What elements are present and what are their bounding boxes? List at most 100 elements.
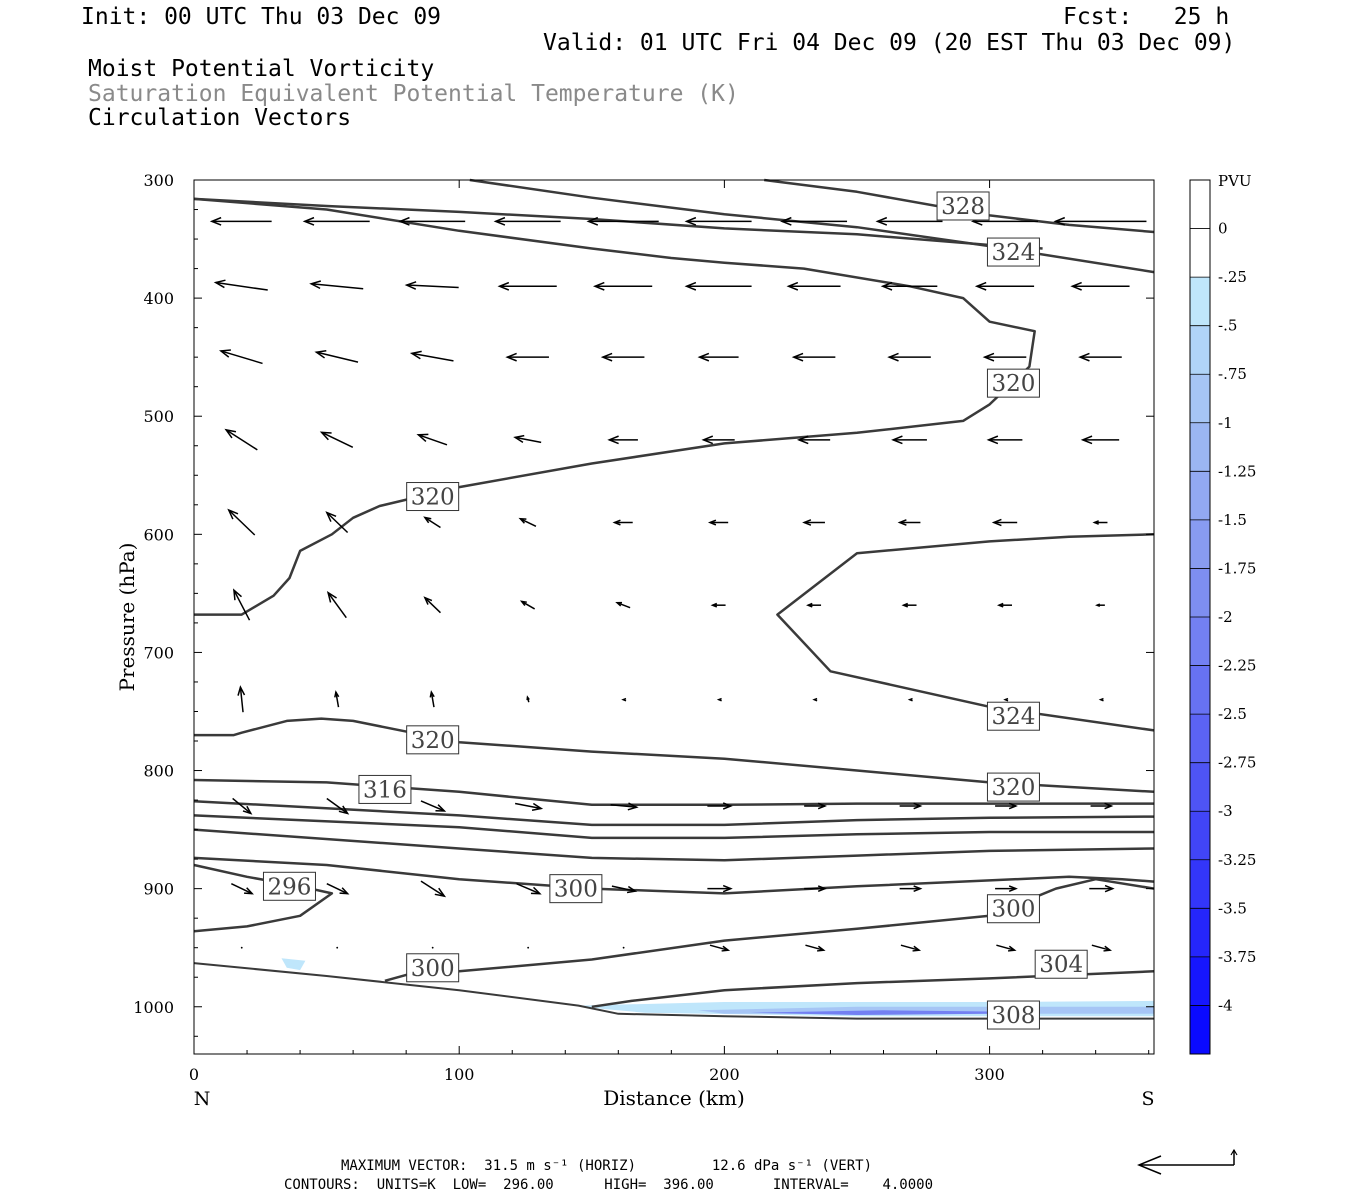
vector-0-4: [586, 216, 659, 226]
vector-1-1: [309, 280, 364, 290]
colorbar-segment-6: [1190, 471, 1210, 521]
colorbar-segment-9: [1190, 617, 1210, 667]
vector-9-7: [900, 944, 922, 952]
vector-5-9-head: [1095, 603, 1101, 607]
vector-2-2-shaft: [411, 352, 454, 362]
colorbar-segment-13: [1190, 811, 1210, 861]
vector-9-8-shaft: [996, 944, 1015, 951]
colorbar-tick-3: -.75: [1218, 365, 1247, 383]
vector-1-3: [497, 281, 557, 291]
vector-7-8-head: [1008, 802, 1018, 810]
vector-2-7: [887, 352, 931, 362]
vector-9-6-head: [817, 945, 826, 952]
vector-8-9: [1089, 884, 1115, 893]
vector-5-5-head: [710, 602, 718, 608]
vector-2-0-head: [218, 349, 231, 358]
reference-vector-head: [1137, 1155, 1162, 1175]
vector-2-6-head: [791, 352, 804, 362]
contour-label-box-0: [936, 191, 990, 221]
vector-8-7-head: [913, 885, 923, 893]
contour-line-2: [764, 178, 1155, 234]
vector-9-1-dot: [336, 946, 339, 949]
vector-7-2-shaft: [420, 800, 445, 812]
vector-1-0-head: [213, 279, 226, 289]
vector-9-6: [805, 944, 826, 952]
vector-1-8: [974, 281, 1035, 291]
colorbar-tick-11: -2.75: [1218, 754, 1256, 772]
vector-5-6-head: [806, 602, 813, 608]
y-tick-label-0: 300: [143, 171, 174, 190]
vector-3-1-shaft: [321, 431, 354, 449]
vector-2-2: [409, 350, 454, 362]
vector-4-6: [802, 519, 825, 526]
vector-5-3-shaft: [521, 600, 536, 610]
vector-7-6: [804, 802, 827, 810]
vector-6-2-shaft: [430, 692, 435, 708]
vector-9-5-shaft: [709, 944, 729, 951]
vector-3-8: [986, 435, 1023, 445]
vector-5-6: [806, 602, 822, 608]
vector-1-4-head: [592, 281, 605, 291]
colorbar-tick-16: -4: [1218, 996, 1233, 1014]
vector-7-4-head: [627, 802, 639, 811]
vector-3-9-head: [1080, 435, 1093, 445]
contour-label-13: 308: [991, 1003, 1035, 1029]
contour-line-13: [591, 970, 1155, 1009]
vector-0-2: [398, 216, 466, 226]
vector-0-9-head: [1053, 216, 1066, 226]
vector-0-2-head: [398, 216, 410, 226]
contour-label-12: 304: [1039, 952, 1083, 978]
colorbar-segment-2: [1190, 277, 1210, 327]
vector-7-2: [420, 800, 447, 812]
vector-0-0-head: [209, 216, 222, 226]
x-end-label-left: N: [194, 1088, 211, 1110]
contour-label-2: 320: [991, 371, 1035, 397]
vector-7-1-shaft: [326, 797, 349, 815]
vector-6-5: [716, 697, 722, 702]
vector-1-4: [592, 281, 653, 291]
vector-2-1-shaft: [316, 351, 359, 363]
axes: 0 100 200 300 300 400 500 600 700 800 900 1000: [133, 171, 1154, 1084]
vector-5-0: [233, 588, 251, 621]
vector-8-0-head: [244, 887, 254, 895]
x-tick-label-0: 0: [189, 1065, 199, 1084]
colorbar-segment-11: [1190, 714, 1210, 764]
contour-line-8: [193, 814, 1154, 840]
vector-0-3-head: [493, 216, 506, 226]
init-time: Init: 00 UTC Thu 03 Dec 09: [81, 4, 442, 30]
vector-0-1-head: [302, 216, 315, 226]
vector-7-6-head: [817, 802, 827, 810]
vector-3-8-head: [986, 435, 999, 445]
vector-9-3: [527, 946, 530, 949]
vector-8-5-head: [722, 884, 733, 893]
x-tick-label-2: 200: [709, 1065, 740, 1084]
vector-7-1: [326, 797, 350, 815]
field-title-pv: Moist Potential Vorticity: [88, 56, 435, 82]
vector-5-4-head: [615, 601, 622, 607]
contour-label-3: 320: [411, 485, 455, 511]
vector-1-0-shaft: [215, 281, 268, 291]
vector-8-2-head: [434, 887, 447, 898]
vector-8-9-head: [1104, 884, 1115, 893]
plot-frame: [193, 179, 1155, 1055]
contour-label-box-13: [986, 1000, 1040, 1030]
x-axis-label: Distance (km): [603, 1086, 745, 1110]
vector-7-0-head: [242, 805, 253, 815]
vector-9-9-shaft: [1091, 944, 1111, 951]
vector-1-5-head: [684, 281, 697, 291]
pvu-region-3: [281, 958, 306, 971]
vector-7-4: [610, 802, 639, 811]
vector-4-5: [707, 519, 729, 526]
vector-1-9-head: [1070, 281, 1082, 291]
x-tick-label-3: 300: [974, 1065, 1005, 1084]
colorbar-segment-4: [1190, 374, 1210, 424]
vector-2-9-head: [1078, 352, 1090, 362]
contour-label-box-3: [406, 482, 460, 512]
vector-4-4: [612, 519, 633, 526]
vector-3-7-head: [891, 435, 903, 445]
vector-9-4: [622, 946, 625, 949]
max-vector-note: MAXIMUM VECTOR: 31.5 m s⁻¹ (HORIZ) 12.6 …: [341, 1158, 873, 1174]
vector-8-3-head: [530, 886, 542, 895]
vector-4-2-head: [423, 516, 432, 524]
colorbar-segment-17: [1190, 1005, 1210, 1055]
